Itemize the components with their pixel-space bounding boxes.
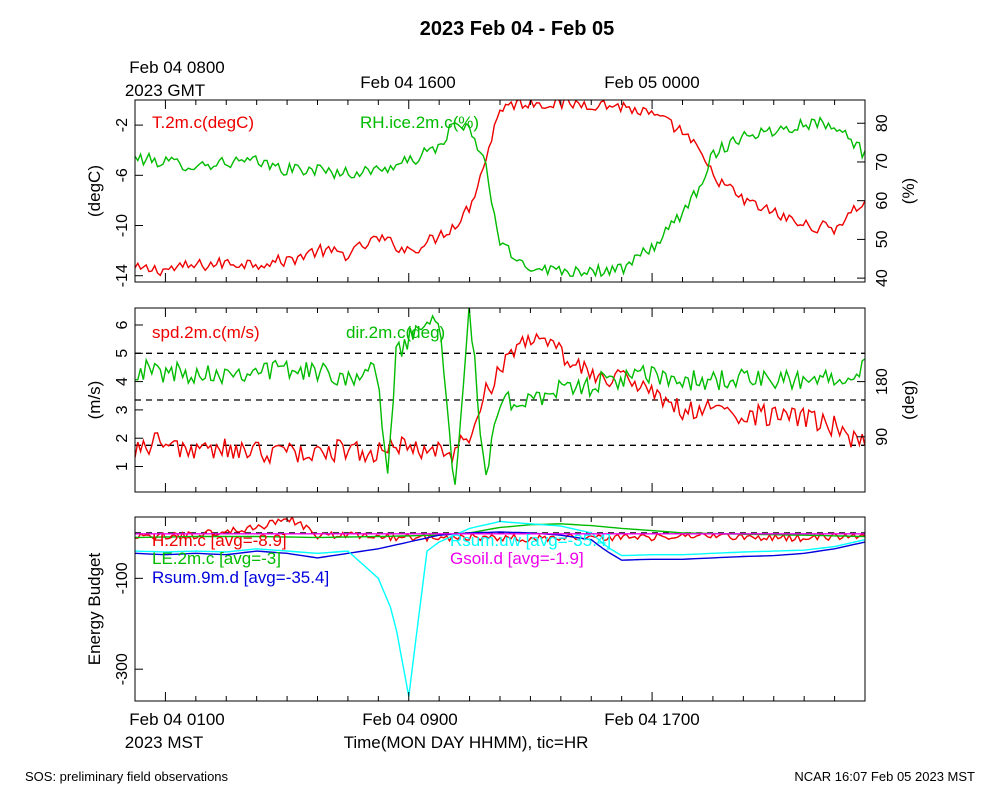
bottom-time-label-3: Feb 04 1700: [604, 710, 699, 729]
top-time-label-1: Feb 04 0800: [129, 58, 224, 77]
legend-rsum-uw: Rsum.uw [avg=-35.4]: [450, 531, 611, 550]
y-left-tick-label: -6: [114, 168, 131, 182]
legend-t2m: T.2m.c(degC): [152, 113, 254, 132]
series-line-h.2m.c: [135, 517, 865, 543]
x-axis-label: Time(MON DAY HHMM), tic=HR: [344, 733, 589, 752]
legend-gsoil: Gsoil.d [avg=-1.9]: [450, 549, 584, 568]
footer-right: NCAR 16:07 Feb 05 2023 MST: [794, 769, 975, 784]
y-left-tick-label: 5: [114, 349, 131, 358]
y-left-tick-label: -2: [114, 118, 131, 132]
legend-rh-ice: RH.ice.2m.c(%): [360, 113, 479, 132]
y-right-tick-label: 180: [874, 368, 891, 395]
y-left-tick-label: 2: [114, 434, 131, 443]
footer-left: SOS: preliminary field observations: [25, 769, 229, 784]
y-left-tick-label: -300: [114, 653, 131, 685]
y-right-tick-label: 50: [874, 230, 891, 248]
panel-wind: 1 2 3 4 5 6 90 180 (m/s) (deg) spd.2m.c(m/s) di…: [85, 307, 918, 493]
legend-rsum9m: Rsum.9m.d [avg=-35.4]: [152, 568, 329, 587]
legend-h2m: H.2m.c [avg=-8.9]: [152, 531, 287, 550]
y-right-tick-label: 60: [874, 192, 891, 210]
top-time-sub: 2023 GMT: [125, 81, 205, 100]
top-time-label-3: Feb 05 0000: [604, 73, 699, 92]
y-left-tick-label: 3: [114, 405, 131, 414]
series-line-t.2m.c: [135, 100, 865, 277]
panel-2-left-axis-label: (m/s): [85, 381, 104, 420]
chart-title: 2023 Feb 04 - Feb 05: [420, 18, 615, 40]
y-left-tick-label: 4: [114, 377, 131, 386]
y-left-tick-label: -100: [114, 562, 131, 594]
y-left-tick-label: -14: [114, 264, 131, 287]
series-line-dir.2m.c: [135, 308, 865, 485]
y-left-tick-label: -10: [114, 214, 131, 237]
top-time-label-2: Feb 04 1600: [360, 73, 455, 92]
y-left-tick-label: 1: [114, 462, 131, 471]
y-left-tick-label: 6: [114, 320, 131, 329]
series-line-spd.2m.c: [135, 332, 865, 466]
y-right-tick-label: 70: [874, 153, 891, 171]
panel-1-left-axis-label: (degC): [85, 165, 104, 217]
panel-temperature-humidity: -2 -6 -10 -14 40 50 60 70 80 (degC) (%) T.2m.c(d…: [85, 99, 918, 287]
y-right-tick-label: 80: [874, 114, 891, 132]
legend-dir: dir.2m.c(deg): [346, 323, 445, 342]
series-line-rsum.9m.d: [135, 531, 865, 561]
panel-1-right-axis-label: (%): [899, 178, 918, 204]
panel-energy-budget: -100 -300 Energy Budget H.2m.c [avg=-8.9]…: [85, 516, 866, 702]
y-right-tick-label: 40: [874, 269, 891, 287]
legend-spd: spd.2m.c(m/s): [152, 323, 260, 342]
series-line-rh.ice.2m.c: [135, 115, 865, 278]
bottom-time-label-1: Feb 04 0100: [129, 710, 224, 729]
panel-2-right-axis-label: (deg): [899, 380, 918, 420]
y-right-tick-label: 90: [874, 428, 891, 446]
bottom-time-label-2: Feb 04 0900: [362, 710, 457, 729]
legend-le2m: LE.2m.c [avg=-3]: [152, 549, 281, 568]
bottom-time-sub: 2023 MST: [125, 733, 203, 752]
panel-3-left-axis-label: Energy Budget: [85, 552, 104, 665]
